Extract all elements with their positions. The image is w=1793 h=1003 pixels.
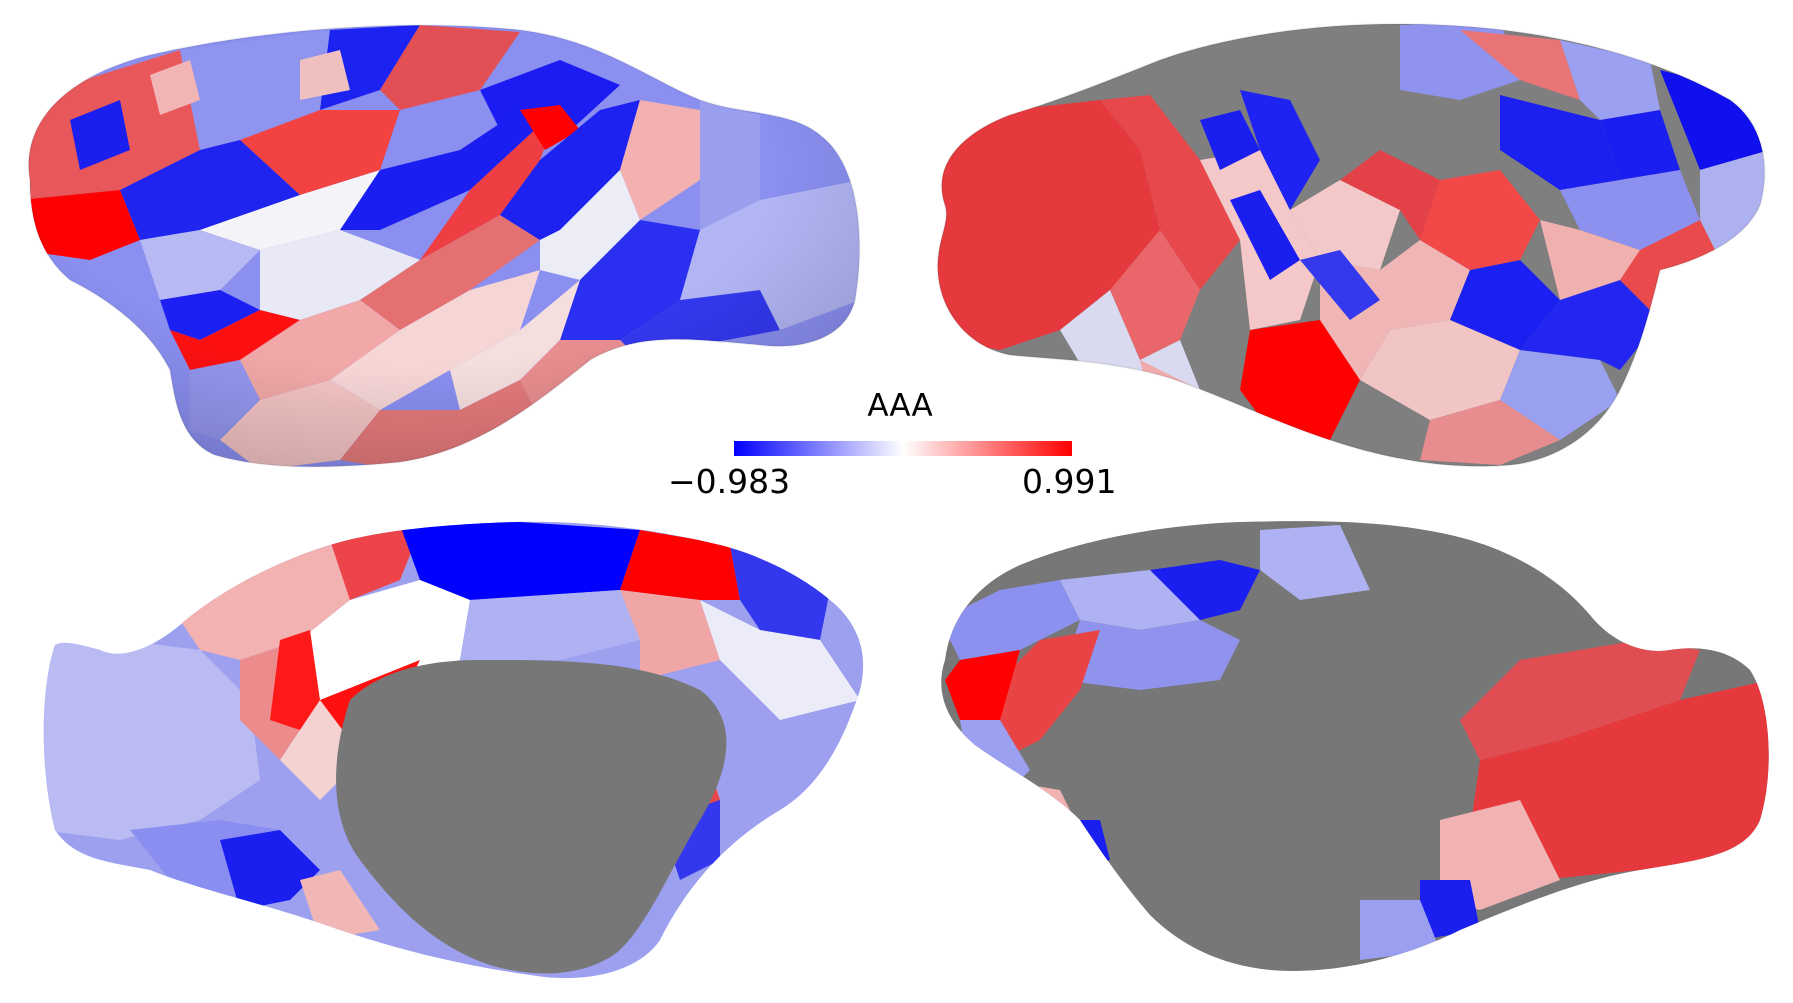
colorbar-min-label: −0.983 bbox=[668, 462, 791, 501]
brain-view-left-lateral bbox=[28, 25, 860, 467]
colorbar-gradient bbox=[734, 441, 1072, 456]
colorbar-title: AAA bbox=[867, 388, 933, 424]
brain-view-left-medial bbox=[43, 521, 864, 979]
brain-view-right-lateral bbox=[937, 24, 1765, 467]
brain-view-right-medial bbox=[941, 521, 1769, 971]
colorbar-max-label: 0.991 bbox=[1022, 462, 1117, 501]
